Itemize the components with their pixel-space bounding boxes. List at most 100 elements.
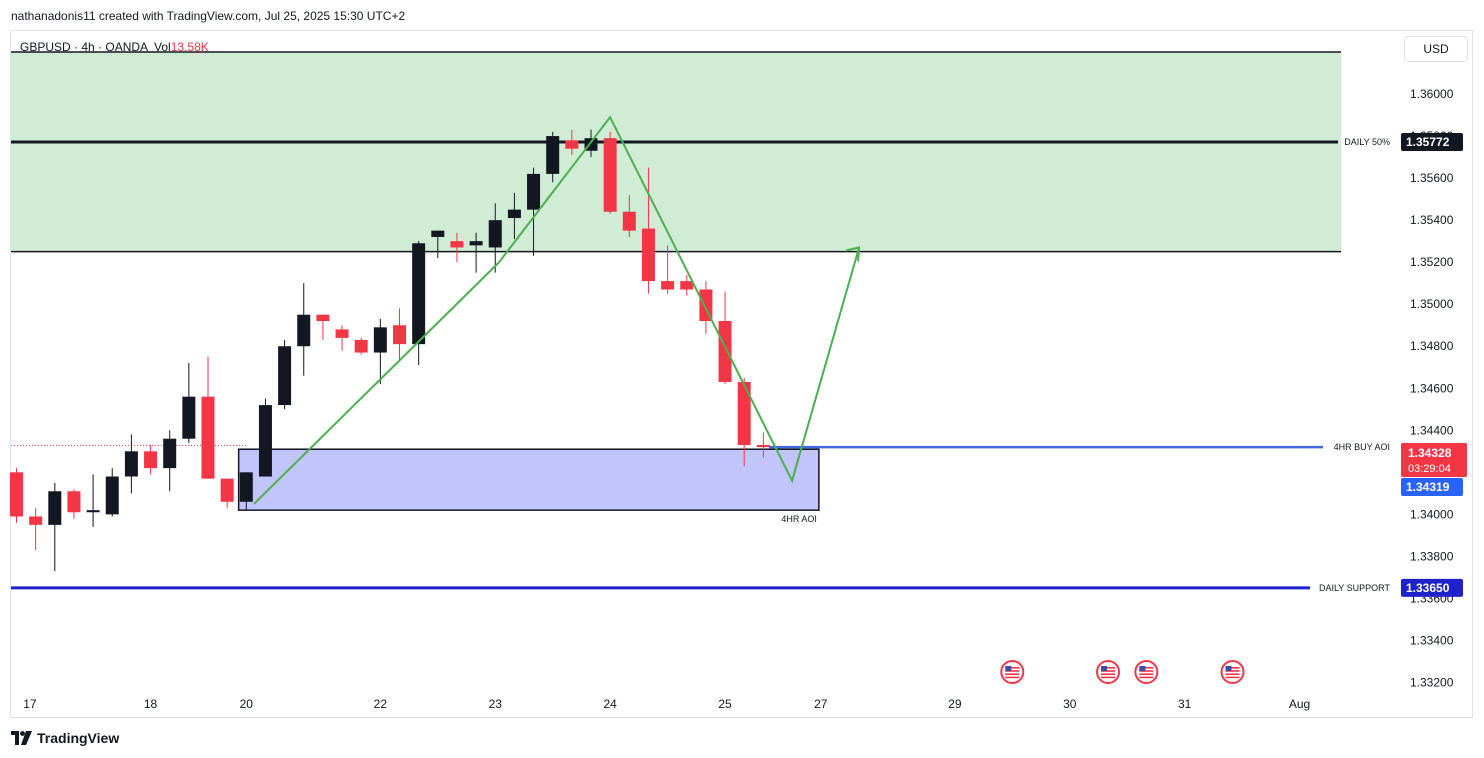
candle[interactable] (393, 308, 406, 361)
candle[interactable] (680, 274, 694, 296)
candle[interactable] (29, 508, 43, 551)
candle[interactable] (10, 468, 23, 523)
projection-arrowhead (845, 246, 861, 262)
candle[interactable] (86, 474, 100, 527)
currency-button[interactable]: USD (1404, 36, 1468, 62)
flag-stripe (1225, 670, 1240, 672)
time-tick-label: 30 (1063, 697, 1077, 711)
event-ring (1220, 660, 1245, 684)
candle[interactable] (488, 203, 502, 273)
projection-path[interactable] (253, 115, 861, 505)
candle[interactable] (565, 129, 579, 155)
flag-stripe (1225, 676, 1240, 679)
time-tick-label: 22 (374, 697, 388, 711)
candle[interactable] (316, 314, 330, 340)
candle[interactable] (335, 325, 349, 351)
candle-body (316, 314, 330, 322)
symbol-info: GBPUSD · 4h · OANDA Vol (20, 40, 171, 54)
candle-body (756, 445, 770, 448)
daily-support-price-tag[interactable]: 1.33650 (1401, 578, 1463, 597)
price-tick-label: 1.34600 (1410, 381, 1454, 395)
economic-event-icon[interactable] (1000, 660, 1025, 684)
chart-credit: nathanadonis11 created with TradingView.… (11, 9, 406, 23)
candle[interactable] (144, 445, 158, 475)
candle[interactable] (737, 377, 751, 467)
buy-aoi-price-tag[interactable]: 1.34319 (1401, 478, 1463, 496)
candle[interactable] (182, 363, 196, 443)
candle-body (105, 476, 119, 515)
daily-support-price-tag-text: 1.33650 (1406, 581, 1450, 595)
candles-layer (10, 129, 770, 572)
candle-body (641, 228, 655, 282)
candle-body (10, 472, 23, 517)
candle[interactable] (278, 339, 292, 410)
candle-body (86, 510, 100, 513)
candle[interactable] (469, 232, 483, 273)
candle-body (354, 339, 368, 353)
candle-body (335, 329, 349, 338)
tradingview-logo[interactable]: TradingView (11, 730, 119, 746)
candle[interactable] (412, 241, 426, 366)
buy-aoi-price-tag-text: 1.34319 (1406, 480, 1450, 494)
time-axis: 17 18 20 22 23 24 25 27 29 30 31 Aug (23, 697, 1310, 711)
candle-body (431, 230, 445, 237)
candle[interactable] (105, 468, 119, 517)
candle-body (201, 396, 215, 479)
price-tick-label: 1.33200 (1410, 675, 1454, 689)
candle[interactable] (431, 230, 445, 258)
flag-stripe (1005, 676, 1020, 679)
candle[interactable] (718, 291, 732, 385)
flag-stripe (1005, 670, 1020, 672)
candle[interactable] (546, 131, 560, 183)
daily-50-price-tag[interactable]: 1.35772 (1401, 132, 1463, 151)
economic-event-icon[interactable] (1134, 660, 1159, 684)
projection-layer (253, 115, 861, 505)
candle[interactable] (603, 131, 617, 214)
candle[interactable] (163, 430, 177, 492)
flag-stripe (1139, 673, 1154, 675)
candle[interactable] (67, 489, 81, 519)
price-tick-label: 1.33800 (1410, 549, 1454, 563)
candle[interactable] (527, 167, 541, 256)
candle-body (565, 140, 579, 149)
candle[interactable] (239, 472, 253, 511)
current-price-tag[interactable]: 1.34328 03:29:04 (1401, 443, 1467, 477)
flag-stripe (1225, 673, 1240, 675)
candle[interactable] (48, 482, 62, 572)
price-tick-label: 1.35600 (1410, 171, 1454, 185)
candle-body (393, 325, 406, 345)
candle-body (48, 491, 62, 525)
supply-zone (11, 52, 1341, 252)
candle[interactable] (756, 432, 770, 458)
flag-canton (1005, 666, 1012, 671)
economic-event-icon[interactable] (1096, 660, 1121, 684)
candle[interactable] (641, 167, 655, 294)
flag-canton (1225, 666, 1232, 671)
economic-event-icon[interactable] (1220, 660, 1245, 684)
candle[interactable] (258, 398, 272, 477)
candle-body (680, 281, 694, 290)
candle[interactable] (373, 318, 387, 385)
candle-body (182, 396, 196, 439)
aoi-zone[interactable] (237, 448, 820, 511)
candle[interactable] (220, 478, 234, 509)
symbol-legend[interactable]: GBPUSD · 4h · OANDA Vol13.58K (20, 40, 209, 54)
candle[interactable] (450, 232, 464, 263)
candle[interactable] (124, 434, 138, 494)
candle[interactable] (201, 356, 215, 479)
time-tick-label: 29 (948, 697, 962, 711)
candle-body (29, 516, 43, 525)
events-layer (1000, 660, 1245, 684)
candle[interactable] (661, 245, 675, 294)
candle[interactable] (507, 192, 521, 240)
time-tick-label: 31 (1178, 697, 1192, 711)
flag-stripe (1139, 670, 1154, 672)
candle[interactable] (297, 283, 311, 376)
event-ring (1096, 660, 1121, 684)
candle-body (622, 211, 636, 231)
candle-body (469, 241, 483, 246)
candle[interactable] (354, 337, 368, 355)
daily-50-price-tag-bg (1401, 132, 1463, 151)
candle[interactable] (622, 194, 636, 237)
